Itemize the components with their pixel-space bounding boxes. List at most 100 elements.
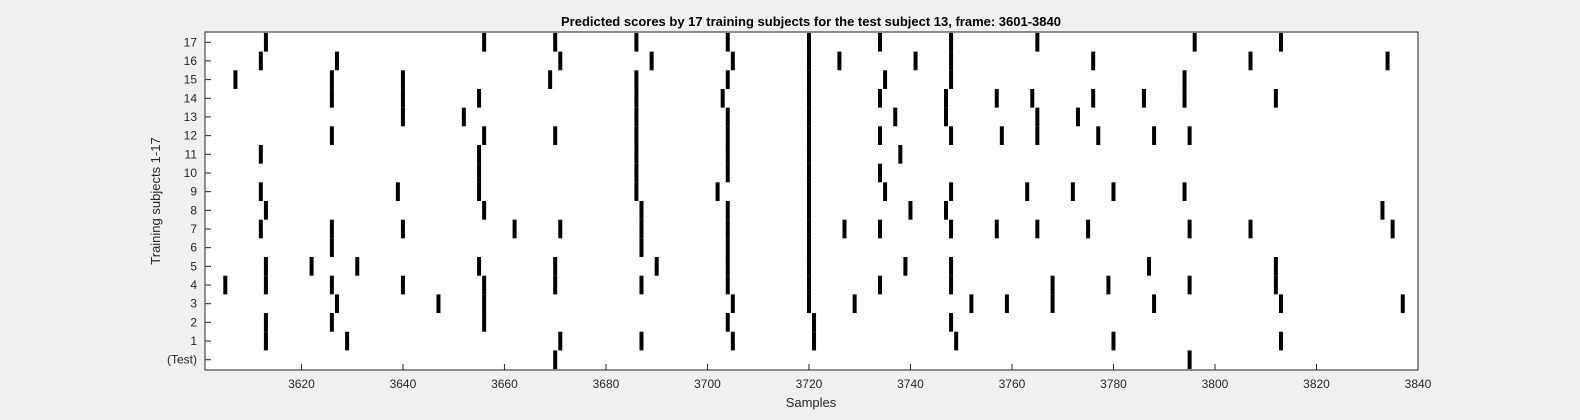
- event-mark: [878, 219, 883, 239]
- event-mark: [878, 163, 883, 183]
- event-mark: [725, 219, 730, 239]
- event-mark: [558, 331, 563, 351]
- x-tick-label: 3660: [491, 377, 518, 391]
- event-mark: [1385, 51, 1390, 71]
- event-mark: [1050, 275, 1055, 295]
- event-mark: [1273, 88, 1278, 108]
- event-mark: [725, 313, 730, 332]
- event-mark: [1030, 88, 1035, 108]
- event-mark: [400, 275, 405, 295]
- y-tick-label: 12: [184, 129, 198, 143]
- event-mark: [329, 88, 334, 108]
- event-mark: [725, 257, 730, 276]
- event-mark: [553, 257, 558, 276]
- y-tick-label: 13: [184, 110, 198, 124]
- event-mark: [1278, 294, 1283, 314]
- event-mark: [482, 275, 487, 295]
- y-tick-label: 9: [190, 185, 197, 199]
- event-mark: [553, 126, 558, 145]
- event-mark: [1035, 32, 1040, 52]
- y-tick-label: 15: [184, 73, 198, 87]
- event-mark: [263, 313, 268, 332]
- event-mark: [994, 219, 999, 239]
- y-axis-label: Training subjects 1-17: [148, 137, 163, 264]
- x-tick-label: 3640: [390, 377, 417, 391]
- event-mark: [725, 144, 730, 164]
- x-tick-label: 3760: [999, 377, 1026, 391]
- event-mark: [1192, 32, 1197, 52]
- event-mark: [806, 32, 811, 52]
- event-mark: [1182, 70, 1187, 89]
- event-mark: [263, 275, 268, 295]
- event-mark: [1248, 51, 1253, 71]
- event-mark: [263, 257, 268, 276]
- event-mark: [806, 51, 811, 71]
- y-tick-label: 1: [190, 334, 197, 348]
- x-tick-label: 3700: [694, 377, 721, 391]
- event-mark: [806, 294, 811, 314]
- event-mark: [345, 331, 350, 351]
- event-mark: [806, 257, 811, 276]
- y-tick-label: 6: [190, 241, 197, 255]
- event-mark: [1400, 294, 1405, 314]
- x-tick-label: 3720: [796, 377, 823, 391]
- x-tick-label: 3820: [1303, 377, 1330, 391]
- event-mark: [477, 163, 482, 183]
- event-mark: [329, 126, 334, 145]
- event-mark: [263, 32, 268, 52]
- event-mark: [725, 32, 730, 52]
- event-mark: [553, 275, 558, 295]
- event-mark: [812, 331, 817, 351]
- event-mark: [1390, 219, 1395, 239]
- event-mark: [334, 294, 339, 314]
- event-mark: [400, 70, 405, 89]
- event-mark: [725, 238, 730, 258]
- event-mark: [806, 182, 811, 201]
- event-mark: [258, 219, 263, 239]
- event-mark: [654, 257, 659, 276]
- event-mark: [806, 219, 811, 239]
- event-mark: [1380, 201, 1385, 220]
- event-mark: [806, 70, 811, 89]
- event-mark: [482, 126, 487, 145]
- event-mark: [913, 51, 918, 71]
- y-tick-label: 17: [184, 35, 198, 49]
- y-tick-label: 16: [184, 54, 198, 68]
- event-mark: [309, 257, 314, 276]
- event-mark: [943, 201, 948, 220]
- event-mark: [1070, 182, 1075, 201]
- x-tick-label: 3780: [1100, 377, 1127, 391]
- event-mark: [553, 32, 558, 52]
- event-mark: [639, 238, 644, 258]
- event-mark: [949, 219, 954, 239]
- event-mark: [806, 163, 811, 183]
- event-mark: [883, 182, 888, 201]
- event-mark: [329, 275, 334, 295]
- event-mark: [949, 126, 954, 145]
- event-mark: [1182, 182, 1187, 201]
- event-mark: [553, 350, 558, 370]
- event-mark: [1278, 331, 1283, 351]
- event-mark: [634, 126, 639, 145]
- event-mark: [329, 313, 334, 332]
- event-mark: [223, 275, 228, 295]
- y-tick-label: 8: [190, 203, 197, 217]
- event-mark: [477, 88, 482, 108]
- event-mark: [1035, 219, 1040, 239]
- event-mark: [558, 51, 563, 71]
- event-mark: [1187, 350, 1192, 370]
- event-mark: [720, 88, 725, 108]
- event-mark: [949, 257, 954, 276]
- event-mark: [395, 182, 400, 201]
- event-mark: [1278, 32, 1283, 52]
- event-mark: [806, 201, 811, 220]
- event-mark: [355, 257, 360, 276]
- event-mark: [1273, 275, 1278, 295]
- event-mark: [806, 144, 811, 164]
- event-mark: [883, 70, 888, 89]
- event-mark: [639, 201, 644, 220]
- event-mark: [477, 182, 482, 201]
- event-mark: [730, 331, 735, 351]
- event-mark: [400, 219, 405, 239]
